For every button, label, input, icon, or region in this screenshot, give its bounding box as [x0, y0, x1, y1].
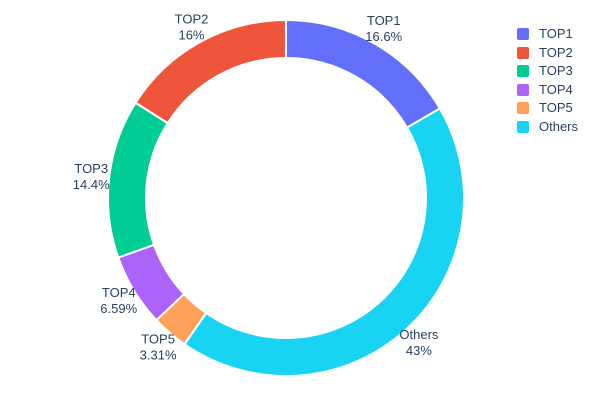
legend-swatch-top3: [517, 65, 529, 78]
pie-slice-others[interactable]: [183, 107, 465, 377]
legend-swatch-top5: [517, 102, 529, 115]
legend-label-top2: TOP2: [539, 44, 573, 60]
legend-item-top1[interactable]: TOP1: [517, 25, 578, 44]
legend-label-top3: TOP3: [539, 63, 573, 78]
legend: TOP1 TOP2 TOP3 TOP4 TOP5 Others: [517, 25, 578, 136]
legend-swatch-top1: [517, 28, 529, 41]
slice-label-top4: TOP4 6.59%: [100, 285, 137, 316]
legend-label-top5: TOP5: [539, 100, 573, 115]
legend-swatch-top4: [517, 83, 529, 96]
legend-item-top5[interactable]: TOP5: [517, 99, 578, 118]
legend-item-others[interactable]: Others: [517, 118, 578, 137]
legend-item-top2[interactable]: TOP2: [517, 44, 578, 63]
legend-label-top4: TOP4: [539, 81, 573, 97]
slice-label-top3: TOP3 14.4%: [73, 161, 110, 192]
slice-label-top2: TOP2 16%: [175, 11, 209, 42]
legend-label-top1: TOP1: [539, 26, 573, 41]
legend-swatch-others: [517, 120, 529, 133]
slice-label-top5: TOP5 3.31%: [140, 332, 177, 363]
pie-slice-top3[interactable]: [107, 101, 169, 259]
pie-slice-top2[interactable]: [134, 19, 287, 125]
legend-item-top3[interactable]: TOP3: [517, 62, 578, 81]
pie-slice-top1[interactable]: [285, 19, 441, 129]
slice-label-others: Others 43%: [399, 327, 439, 358]
legend-item-top4[interactable]: TOP4: [517, 81, 578, 100]
slice-label-top1: TOP1 16.6%: [365, 13, 402, 44]
legend-swatch-top2: [517, 46, 529, 59]
legend-label-others: Others: [539, 118, 579, 134]
